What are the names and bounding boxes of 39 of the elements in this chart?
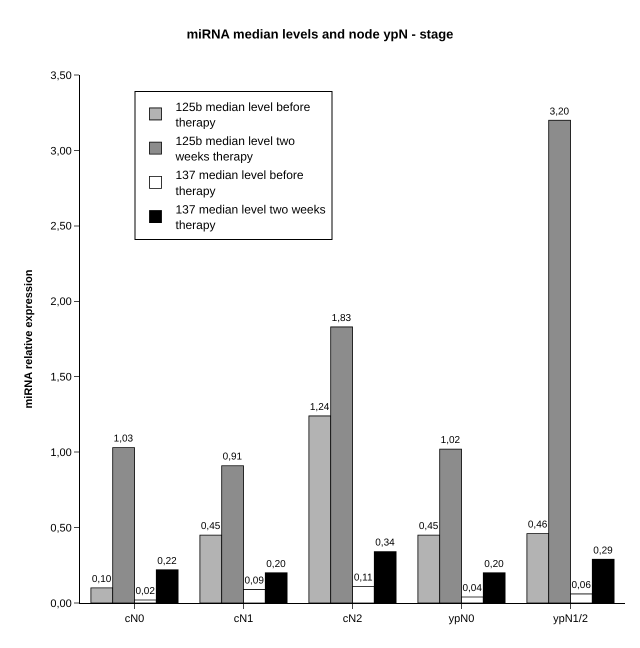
data-label: 0,10 bbox=[92, 574, 112, 585]
y-tick-label: 3,50 bbox=[50, 70, 72, 82]
data-label: 1,83 bbox=[332, 312, 352, 324]
x-tick-label: cN0 bbox=[124, 613, 144, 626]
data-label: 0,09 bbox=[244, 575, 264, 586]
y-tick-label: 1,00 bbox=[50, 446, 72, 459]
data-label: 1,02 bbox=[440, 435, 461, 446]
legend-label: 137 median level two weeks therapy bbox=[176, 202, 326, 232]
data-label: 0,34 bbox=[375, 538, 396, 549]
legend-label: 125b median level before therapy bbox=[176, 100, 311, 130]
x-tick-label: cN2 bbox=[342, 613, 362, 626]
data-label: 1,24 bbox=[310, 402, 330, 413]
data-label: 0,29 bbox=[593, 545, 614, 556]
data-label: 1,03 bbox=[114, 434, 134, 445]
data-label: 0,06 bbox=[571, 580, 592, 591]
y-tick-label: 2,50 bbox=[50, 220, 72, 233]
y-tick-label: 1,50 bbox=[50, 372, 72, 384]
y-tick-label: 2,00 bbox=[50, 296, 72, 308]
y-tick-label: 3,00 bbox=[50, 145, 72, 158]
chart-title: miRNA median levels and node ypN - stage bbox=[186, 26, 454, 42]
y-tick-label: 0,00 bbox=[50, 598, 72, 610]
x-tick-label: ypN1/2 bbox=[553, 613, 588, 626]
data-label: 0,11 bbox=[354, 572, 373, 584]
data-label: 0,45 bbox=[200, 521, 221, 532]
data-label: 0,02 bbox=[135, 586, 156, 597]
legend-label: 125b median level two weeks therapy bbox=[174, 134, 296, 164]
x-tick-label: ypN0 bbox=[448, 613, 474, 626]
x-tick-label: cN1 bbox=[234, 613, 254, 626]
data-label: 0,20 bbox=[266, 558, 286, 570]
data-label: 0,45 bbox=[418, 521, 439, 532]
legend-label: 137 median level before therapy bbox=[176, 168, 304, 198]
data-label: 0,04 bbox=[462, 582, 482, 594]
data-label: 0,91 bbox=[222, 452, 243, 463]
data-label: 0,46 bbox=[528, 520, 548, 531]
y-tick-label: 0,50 bbox=[50, 522, 72, 534]
data-label: 0,20 bbox=[484, 558, 504, 570]
y-axis-title: miRNA relative expression bbox=[23, 269, 36, 408]
data-label: 0,22 bbox=[157, 556, 178, 567]
data-label: 3,20 bbox=[550, 106, 570, 118]
